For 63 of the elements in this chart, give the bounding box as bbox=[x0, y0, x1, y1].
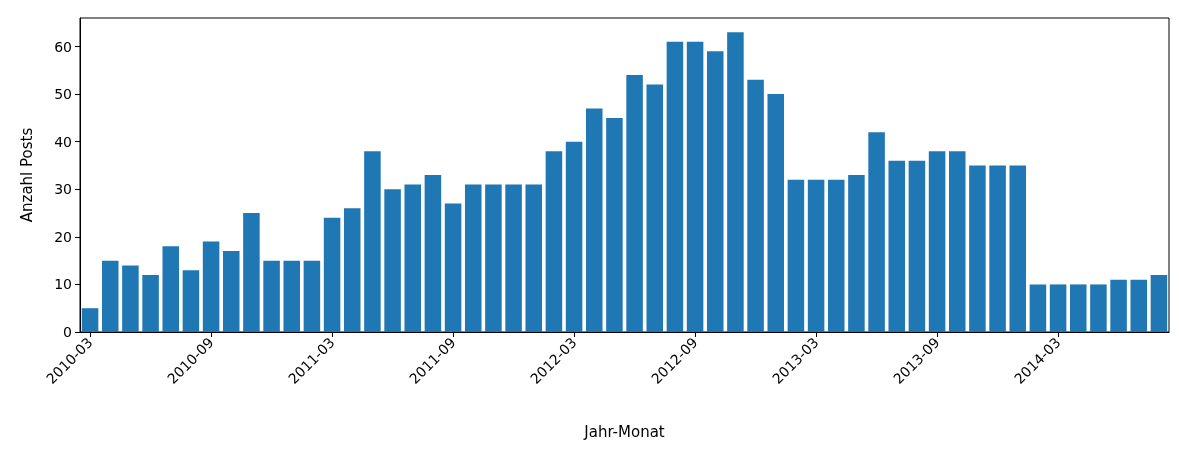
bar bbox=[666, 41, 684, 332]
bar bbox=[928, 151, 946, 332]
bar bbox=[243, 213, 260, 332]
bar bbox=[1110, 279, 1127, 332]
bar bbox=[1029, 284, 1047, 332]
bar bbox=[142, 274, 159, 332]
bar bbox=[565, 141, 583, 332]
y-tick-label: 30 bbox=[54, 181, 72, 198]
bar bbox=[384, 189, 401, 332]
bar bbox=[1130, 279, 1148, 332]
bar bbox=[545, 151, 563, 332]
bar bbox=[182, 270, 200, 332]
bar bbox=[525, 184, 543, 332]
bar bbox=[1069, 284, 1087, 332]
bar bbox=[827, 179, 845, 332]
y-tick-label: 10 bbox=[54, 276, 72, 293]
bar bbox=[364, 151, 381, 332]
y-tick-label: 0 bbox=[63, 324, 72, 340]
bar bbox=[424, 175, 442, 332]
bar bbox=[686, 41, 704, 332]
bar bbox=[767, 94, 785, 332]
bar bbox=[1009, 165, 1027, 332]
bar bbox=[848, 175, 865, 332]
bar bbox=[1090, 284, 1107, 332]
y-tick-label: 20 bbox=[54, 228, 72, 245]
bar bbox=[303, 260, 321, 332]
bar bbox=[162, 246, 180, 332]
bar bbox=[585, 108, 603, 332]
bar bbox=[727, 32, 744, 332]
y-tick-label: 40 bbox=[54, 133, 72, 150]
bar bbox=[263, 260, 280, 332]
bar bbox=[969, 165, 986, 332]
bar bbox=[283, 260, 301, 332]
bar bbox=[807, 179, 825, 332]
bar bbox=[989, 165, 1006, 332]
bar bbox=[505, 184, 522, 332]
x-axis-title: Jahr-Monat bbox=[583, 422, 665, 441]
bar bbox=[948, 151, 966, 332]
bar bbox=[626, 75, 643, 332]
y-tick-label: 60 bbox=[54, 38, 72, 55]
bar bbox=[908, 160, 926, 332]
bar bbox=[888, 160, 906, 332]
bar bbox=[404, 184, 422, 332]
bar bbox=[485, 184, 502, 332]
bar bbox=[122, 265, 139, 332]
bar bbox=[444, 203, 462, 332]
bar bbox=[343, 208, 361, 332]
bar bbox=[787, 179, 805, 332]
y-axis-title: Anzahl Posts bbox=[17, 127, 36, 223]
bar bbox=[81, 308, 99, 332]
bar bbox=[606, 117, 623, 332]
bar bbox=[1150, 274, 1168, 332]
bar bbox=[323, 217, 341, 332]
bar bbox=[1049, 284, 1067, 332]
bar bbox=[464, 184, 482, 332]
y-tick-label: 50 bbox=[54, 86, 72, 103]
bar bbox=[747, 79, 764, 332]
bar bbox=[868, 132, 885, 332]
bar bbox=[222, 251, 240, 332]
bar bbox=[646, 84, 664, 332]
bar bbox=[202, 241, 220, 332]
bar bbox=[101, 260, 119, 332]
bar bbox=[706, 51, 724, 332]
